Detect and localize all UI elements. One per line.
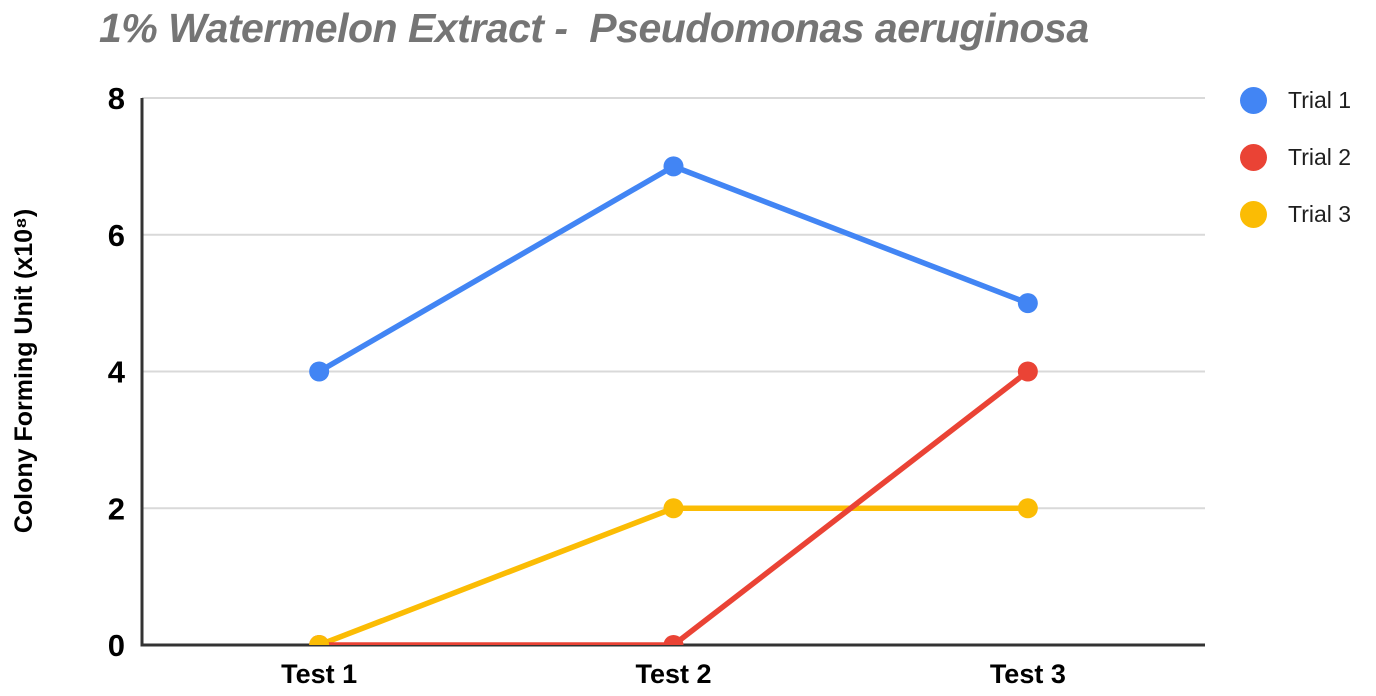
legend-label-trial-2: Trial 2	[1288, 144, 1352, 170]
y-tick-label-6: 6	[108, 218, 125, 253]
data-point-trial-3-test-2	[663, 498, 684, 519]
legend-marker-trial-3-icon	[1240, 201, 1267, 228]
data-point-trial-3-test-3	[1017, 498, 1038, 519]
legend-item-trial-1: Trial 1	[1240, 72, 1351, 129]
data-point-trial-1-test-2	[663, 156, 684, 177]
data-point-trial-1-test-3	[1017, 293, 1038, 314]
series-line-trial-2	[319, 369, 1030, 645]
data-point-trial-2-test-3	[1017, 361, 1038, 382]
y-tick-label-0: 0	[108, 628, 125, 663]
series-line-trial-1	[317, 163, 1029, 374]
x-category-label-test-2: Test 2	[635, 659, 711, 689]
chart-legend: Trial 1 Trial 2 Trial 3	[1240, 72, 1351, 243]
y-tick-label-2: 2	[108, 491, 125, 526]
y-tick-label-4: 4	[108, 355, 126, 390]
legend-item-trial-2: Trial 2	[1240, 129, 1351, 186]
series-line-trial-3	[318, 505, 1028, 645]
legend-item-trial-3: Trial 3	[1240, 186, 1351, 243]
legend-label-trial-3: Trial 3	[1288, 201, 1352, 227]
series-layer	[309, 156, 1038, 645]
data-point-trial-2-test-2	[663, 635, 684, 645]
legend-marker-trial-2-icon	[1240, 144, 1267, 171]
x-category-label-test-1: Test 1	[281, 659, 357, 689]
legend-label-trial-1: Trial 1	[1288, 87, 1352, 113]
data-point-trial-1-test-1	[309, 361, 330, 382]
legend-marker-trial-1-icon	[1240, 87, 1267, 114]
data-point-trial-3-test-1	[309, 635, 330, 645]
y-tick-label-8: 8	[108, 81, 125, 116]
chart-title: 1% Watermelon Extract - Pseudomonas aeru…	[99, 5, 1089, 51]
x-category-label-test-3: Test 3	[990, 659, 1066, 689]
